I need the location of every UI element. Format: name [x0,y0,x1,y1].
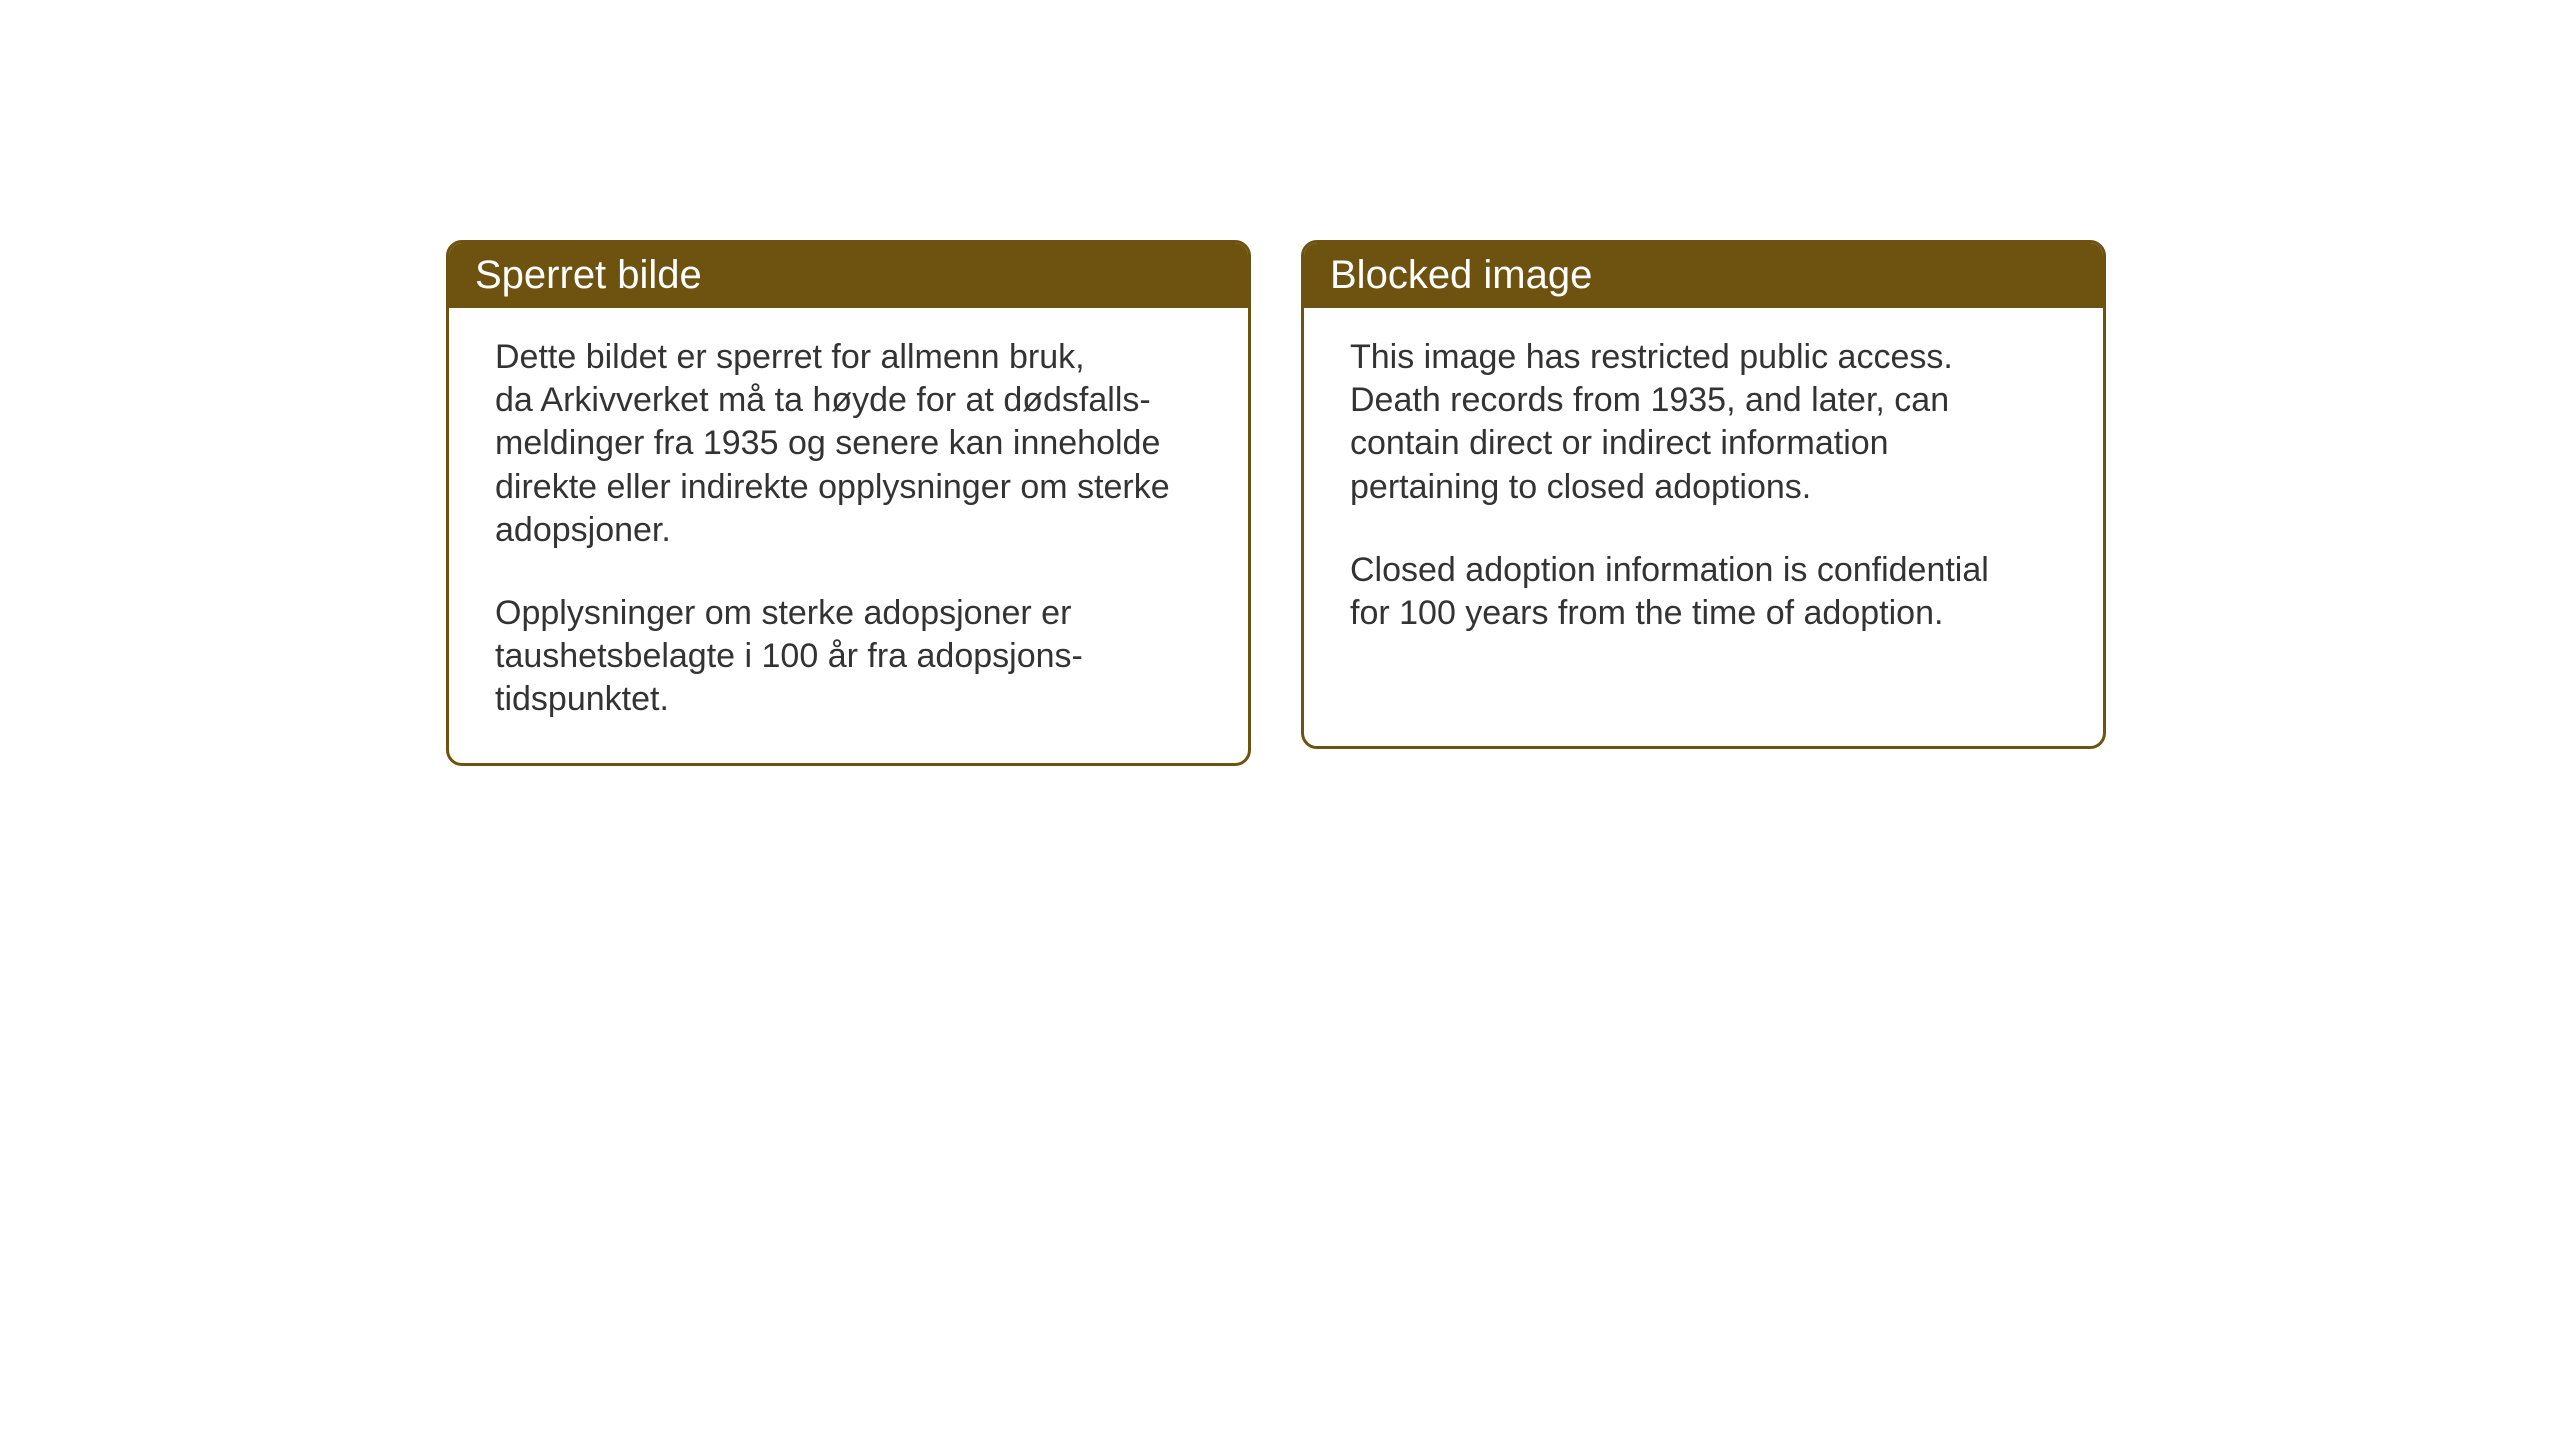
norwegian-card-title: Sperret bilde [449,243,1248,308]
text-line: contain direct or indirect information [1350,422,2057,465]
text-line: tidspunktet. [495,678,1202,721]
notice-container: Sperret bilde Dette bildet er sperret fo… [0,0,2560,766]
text-line: Death records from 1935, and later, can [1350,379,2057,422]
text-line: Dette bildet er sperret for allmenn bruk… [495,336,1202,379]
text-line: This image has restricted public access. [1350,336,2057,379]
norwegian-notice-card: Sperret bilde Dette bildet er sperret fo… [446,240,1251,766]
english-paragraph-2: Closed adoption information is confident… [1350,549,2057,635]
text-line: pertaining to closed adoptions. [1350,466,2057,509]
text-line: meldinger fra 1935 og senere kan innehol… [495,422,1202,465]
text-line: da Arkivverket må ta høyde for at dødsfa… [495,379,1202,422]
text-line: Opplysninger om sterke adopsjoner er [495,592,1202,635]
text-line: Closed adoption information is confident… [1350,549,2057,592]
english-card-title: Blocked image [1304,243,2103,308]
english-card-body: This image has restricted public access.… [1304,308,2103,677]
english-paragraph-1: This image has restricted public access.… [1350,336,2057,509]
norwegian-card-body: Dette bildet er sperret for allmenn bruk… [449,308,1248,763]
english-notice-card: Blocked image This image has restricted … [1301,240,2106,749]
text-line: taushetsbelagte i 100 år fra adopsjons- [495,635,1202,678]
text-line: for 100 years from the time of adoption. [1350,592,2057,635]
text-line: adopsjoner. [495,509,1202,552]
norwegian-paragraph-2: Opplysninger om sterke adopsjoner er tau… [495,592,1202,722]
norwegian-paragraph-1: Dette bildet er sperret for allmenn bruk… [495,336,1202,552]
text-line: direkte eller indirekte opplysninger om … [495,466,1202,509]
